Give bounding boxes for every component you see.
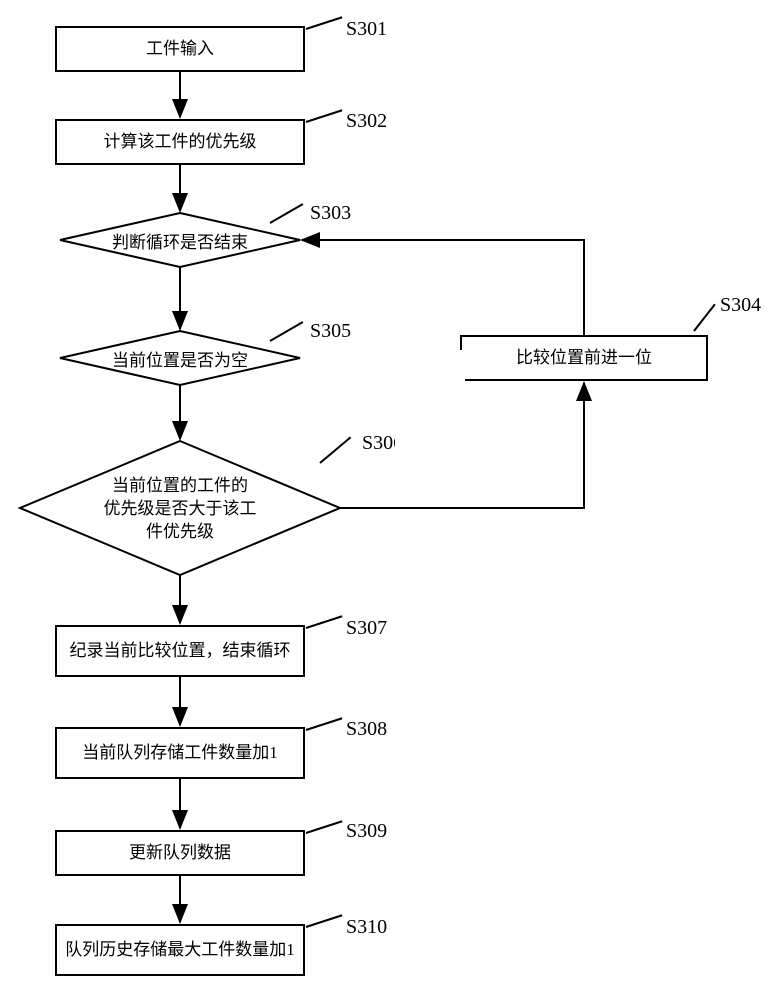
diamond-text-s303: 判断循环是否结束 bbox=[60, 228, 300, 253]
label-s301: S301 bbox=[346, 18, 387, 41]
label-s310: S310 bbox=[346, 916, 387, 939]
tick-s307 bbox=[306, 615, 343, 629]
node-text: 比较位置前进一位 bbox=[516, 347, 652, 369]
node-s304: 比较位置前进一位 bbox=[460, 335, 708, 381]
node-text: 纪录当前比较位置，结束循环 bbox=[70, 640, 291, 662]
node-s308: 当前队列存储工件数量加1 bbox=[55, 727, 305, 779]
tick-s310 bbox=[306, 914, 343, 928]
label-s309: S309 bbox=[346, 820, 387, 843]
tick-s304 bbox=[693, 304, 716, 332]
node-s310: 队列历史存储最大工件数量加1 bbox=[55, 924, 305, 976]
node-s309: 更新队列数据 bbox=[55, 830, 305, 876]
node-text: 队列历史存储最大工件数量加1 bbox=[65, 939, 295, 961]
label-s306: S306 bbox=[362, 432, 403, 455]
node-text: 计算该工件的优先级 bbox=[104, 131, 257, 153]
node-text: 更新队列数据 bbox=[129, 842, 231, 864]
node-text: 工件输入 bbox=[146, 38, 214, 60]
label-s308: S308 bbox=[346, 718, 387, 741]
label-s304: S304 bbox=[720, 294, 761, 317]
tick-s309 bbox=[306, 820, 343, 834]
node-text: 当前队列存储工件数量加1 bbox=[82, 742, 278, 764]
node-s301: 工件输入 bbox=[55, 26, 305, 72]
tick-s305 bbox=[270, 321, 304, 342]
label-s303: S303 bbox=[310, 202, 351, 225]
tick-s302 bbox=[306, 109, 343, 123]
label-s302: S302 bbox=[346, 110, 387, 133]
label-s305: S305 bbox=[310, 320, 351, 343]
node-s302: 计算该工件的优先级 bbox=[55, 119, 305, 165]
tick-s301 bbox=[306, 16, 343, 30]
tick-s303 bbox=[270, 203, 304, 224]
label-s307: S307 bbox=[346, 617, 387, 640]
tick-s308 bbox=[306, 717, 343, 731]
diamond-text-s306: 当前位置的工件的优先级是否大于该工件优先级 bbox=[60, 475, 300, 544]
node-s307: 纪录当前比较位置，结束循环 bbox=[55, 625, 305, 677]
diamond-text-s305: 当前位置是否为空 bbox=[60, 346, 300, 371]
tick-s306 bbox=[319, 437, 351, 464]
